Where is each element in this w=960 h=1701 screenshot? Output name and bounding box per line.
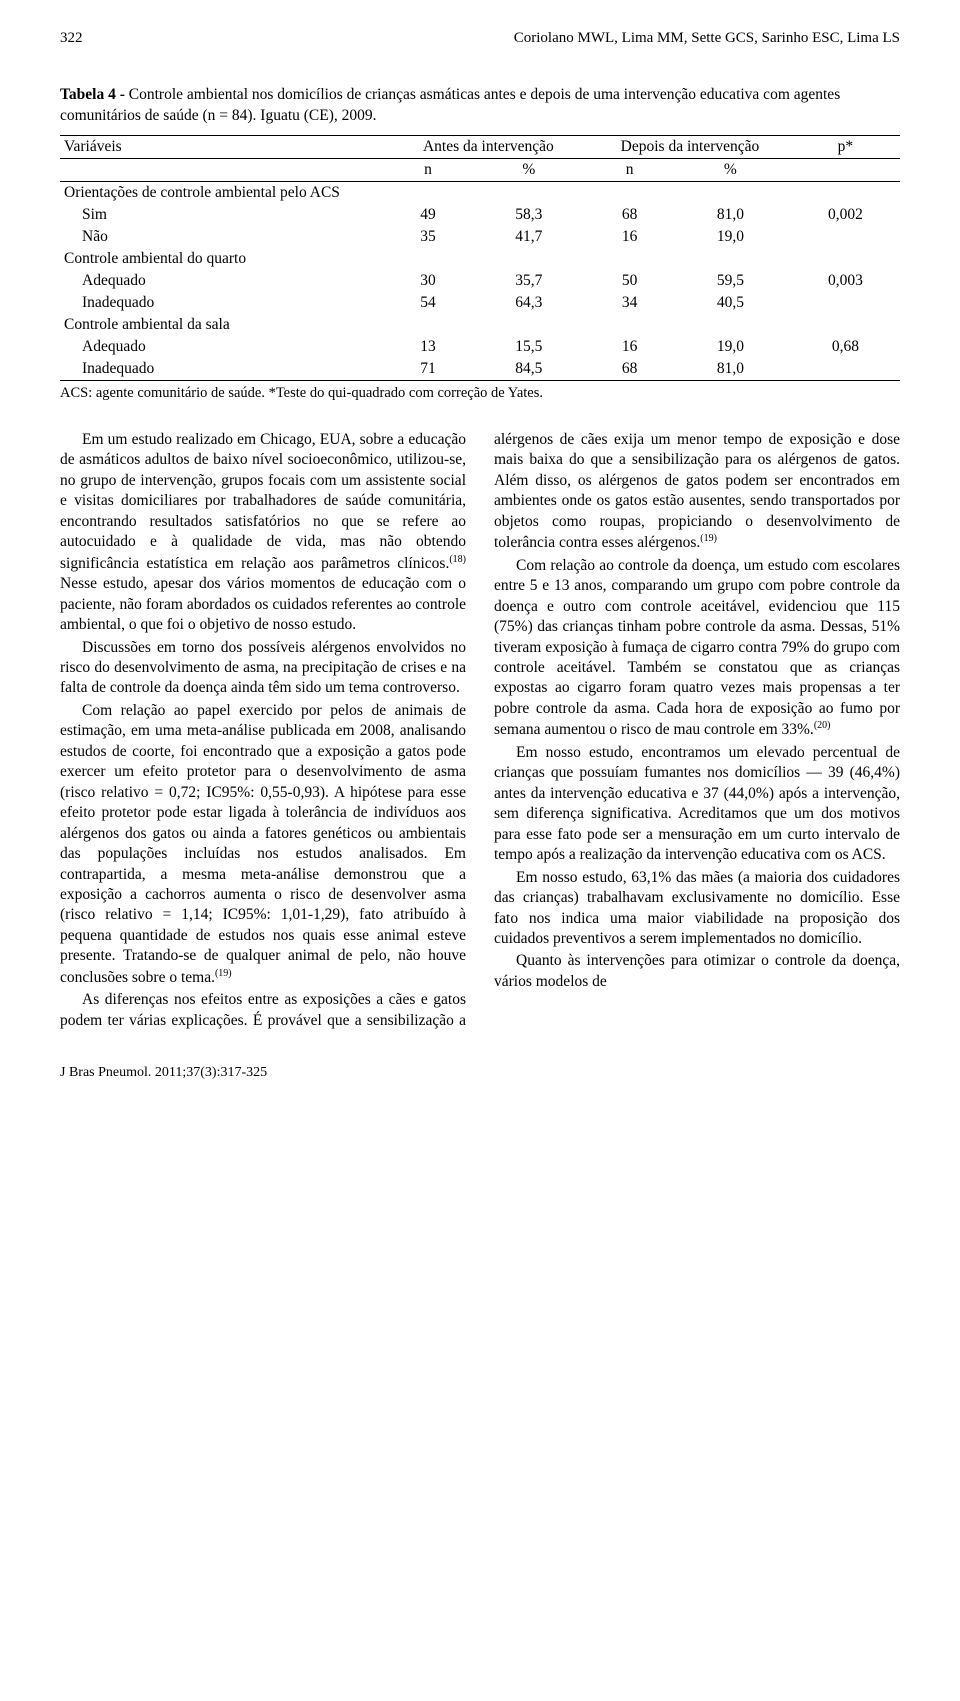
table-caption: Tabela 4 - Controle ambiental nos domicí… [60,85,900,127]
row-label: Adequado [60,270,388,292]
row-group-label: Controle ambiental do quarto [60,248,900,270]
cell-n-depois: 68 [589,204,670,226]
cell-pvalue [791,226,900,248]
subcol-n-depois: n [589,158,670,181]
cell-pvalue: 0,68 [791,336,900,358]
ref-20: (20) [814,720,831,731]
cell-n-antes: 13 [388,336,469,358]
cell-n-antes: 71 [388,358,469,381]
cell-n-depois: 16 [589,226,670,248]
para-7: Em nosso estudo, 63,1% das mães (a maior… [494,868,900,950]
cell-pvalue: 0,003 [791,270,900,292]
cell-n-depois: 50 [589,270,670,292]
page-number: 322 [60,30,83,47]
cell-n-antes: 30 [388,270,469,292]
cell-pct-antes: 84,5 [468,358,589,381]
col-depois: Depois da intervenção [589,135,791,158]
row-label: Adequado [60,336,388,358]
para-5: Com relação ao controle da doença, um es… [494,556,900,741]
page: 322 Coriolano MWL, Lima MM, Sette GCS, S… [0,0,960,1101]
row-label: Sim [60,204,388,226]
ref-19a: (19) [215,968,232,979]
running-authors: Coriolano MWL, Lima MM, Sette GCS, Sarin… [514,30,900,47]
cell-n-depois: 34 [589,292,670,314]
table-row: Não3541,71619,0 [60,226,900,248]
cell-n-antes: 35 [388,226,469,248]
table-row: Orientações de controle ambiental pelo A… [60,181,900,204]
row-label: Inadequado [60,358,388,381]
table-4: Variáveis Antes da intervenção Depois da… [60,135,900,381]
cell-pct-depois: 81,0 [670,358,791,381]
table-row: Controle ambiental da sala [60,314,900,336]
table-row: Inadequado5464,33440,5 [60,292,900,314]
body-columns: Em um estudo realizado em Chicago, EUA, … [60,430,900,1031]
table-row: Inadequado7184,56881,0 [60,358,900,381]
cell-pct-antes: 15,5 [468,336,589,358]
cell-pvalue: 0,002 [791,204,900,226]
table-row: Sim4958,36881,00,002 [60,204,900,226]
cell-pvalue [791,358,900,381]
table-caption-lead: Tabela 4 - [60,86,129,103]
running-head: 322 Coriolano MWL, Lima MM, Sette GCS, S… [60,30,900,47]
cell-pct-antes: 58,3 [468,204,589,226]
cell-n-antes: 54 [388,292,469,314]
col-antes: Antes da intervenção [388,135,590,158]
cell-pct-antes: 35,7 [468,270,589,292]
row-label: Não [60,226,388,248]
table-row: Adequado1315,51619,00,68 [60,336,900,358]
table-note: ACS: agente comunitário de saúde. *Teste… [60,385,900,402]
table-row: Controle ambiental do quarto [60,248,900,270]
para-3: Com relação ao papel exercido por pelos … [60,701,466,989]
subcol-pct-depois: % [670,158,791,181]
cell-pvalue [791,292,900,314]
cell-pct-depois: 19,0 [670,336,791,358]
ref-19b: (19) [700,533,717,544]
cell-n-depois: 16 [589,336,670,358]
row-group-label: Orientações de controle ambiental pelo A… [60,181,900,204]
table-caption-body: Controle ambiental nos domicílios de cri… [60,86,840,124]
para-8: Quanto às intervenções para otimizar o c… [494,951,900,992]
journal-footer: J Bras Pneumol. 2011;37(3):317-325 [60,1065,900,1081]
table-row: Adequado3035,75059,50,003 [60,270,900,292]
col-p: p* [791,135,900,158]
cell-pct-depois: 40,5 [670,292,791,314]
para-6: Em nosso estudo, encontramos um elevado … [494,743,900,866]
cell-pct-depois: 81,0 [670,204,791,226]
subcol-n-antes: n [388,158,469,181]
cell-pct-antes: 64,3 [468,292,589,314]
subcol-pct-antes: % [468,158,589,181]
para-2: Discussões em torno dos possíveis alérge… [60,638,466,699]
para-1: Em um estudo realizado em Chicago, EUA, … [60,430,466,636]
row-group-label: Controle ambiental da sala [60,314,900,336]
cell-pct-antes: 41,7 [468,226,589,248]
ref-18: (18) [449,554,466,565]
row-label: Inadequado [60,292,388,314]
col-variaveis: Variáveis [60,135,388,158]
cell-pct-depois: 19,0 [670,226,791,248]
cell-n-antes: 49 [388,204,469,226]
cell-pct-depois: 59,5 [670,270,791,292]
cell-n-depois: 68 [589,358,670,381]
